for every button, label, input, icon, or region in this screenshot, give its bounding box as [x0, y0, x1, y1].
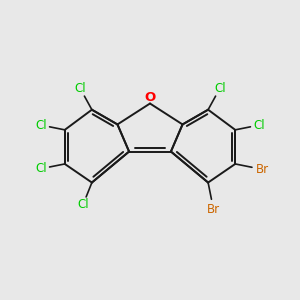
Text: Br: Br: [256, 163, 269, 176]
Text: Cl: Cl: [74, 82, 86, 95]
Text: Cl: Cl: [35, 162, 47, 175]
Text: Cl: Cl: [253, 118, 265, 132]
Text: Cl: Cl: [35, 118, 47, 132]
Text: Cl: Cl: [77, 198, 89, 211]
Text: O: O: [144, 91, 156, 104]
Text: Cl: Cl: [214, 82, 226, 95]
Text: Br: Br: [207, 203, 220, 216]
